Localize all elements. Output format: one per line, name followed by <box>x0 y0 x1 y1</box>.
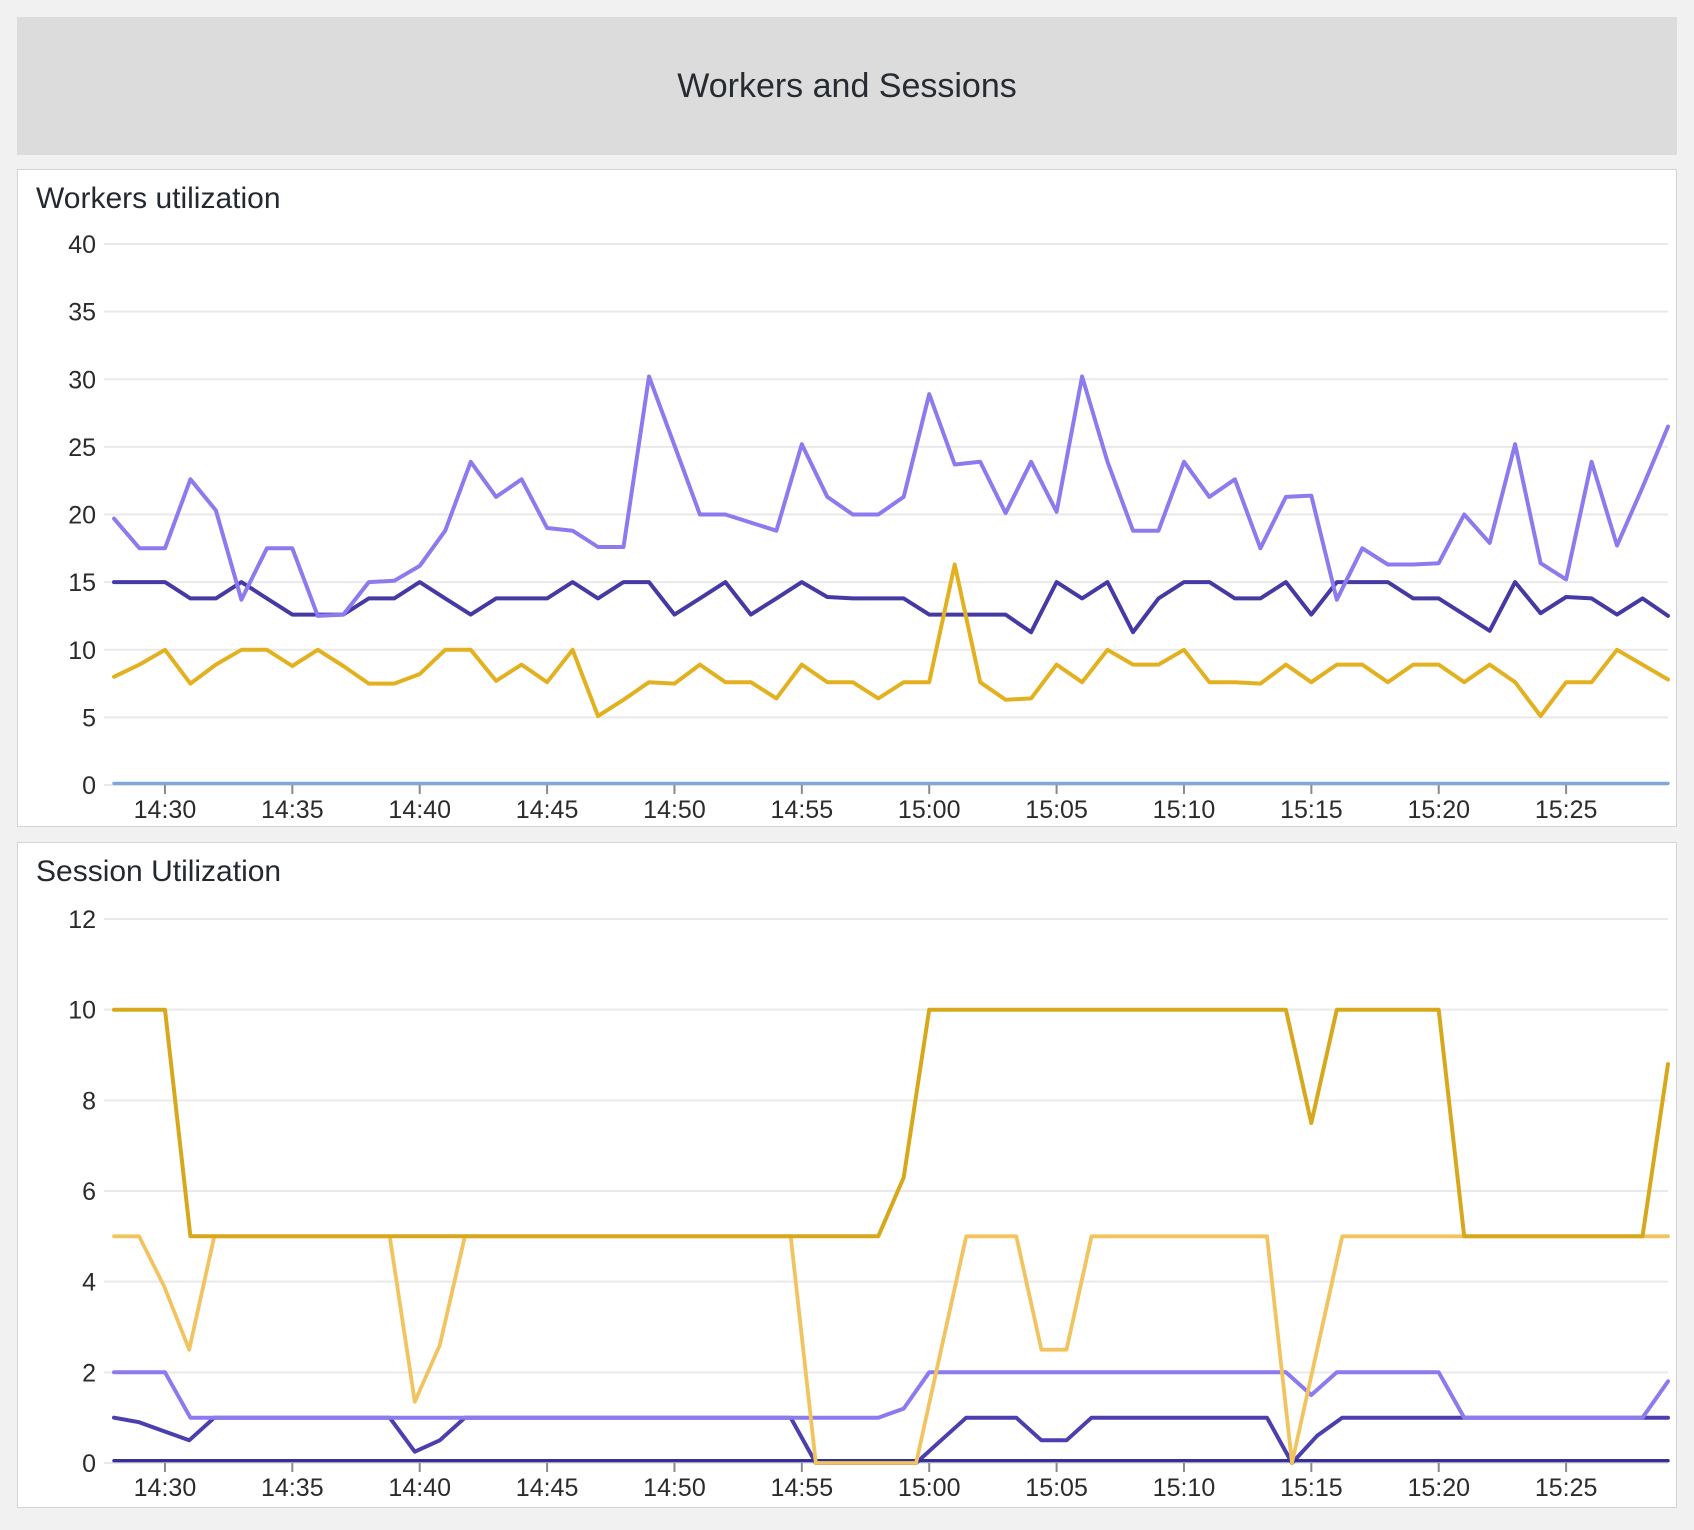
svg-text:15:25: 15:25 <box>1535 796 1598 824</box>
series-sessions-dark-purple <box>112 1415 1670 1465</box>
svg-text:14:35: 14:35 <box>261 1474 324 1502</box>
svg-text:15:15: 15:15 <box>1280 1474 1343 1502</box>
svg-text:14:55: 14:55 <box>771 796 834 824</box>
svg-text:14:45: 14:45 <box>516 796 579 824</box>
svg-text:14:50: 14:50 <box>643 1474 706 1502</box>
svg-text:2: 2 <box>82 1359 96 1387</box>
svg-text:10: 10 <box>68 997 96 1025</box>
dashboard-header: Workers and Sessions <box>17 17 1677 155</box>
svg-text:12: 12 <box>68 906 96 934</box>
svg-text:15:10: 15:10 <box>1153 796 1216 824</box>
svg-text:14:40: 14:40 <box>388 1474 451 1502</box>
svg-text:0: 0 <box>82 772 96 800</box>
series-sessions-dark-gold <box>112 1007 1670 1239</box>
svg-text:40: 40 <box>68 231 96 259</box>
session-utilization-chart[interactable]: 0 2 4 6 8 10 12 14:30 14:35 14:40 14:45 14:50 14:55 1… <box>18 893 1676 1507</box>
svg-text:35: 35 <box>68 299 96 327</box>
session-utilization-title: Session Utilization <box>36 855 282 888</box>
svg-text:15:20: 15:20 <box>1407 1474 1470 1502</box>
svg-text:5: 5 <box>82 704 96 732</box>
series-workers-gold <box>112 562 1670 718</box>
svg-text:25: 25 <box>68 434 96 462</box>
svg-text:15:20: 15:20 <box>1407 796 1470 824</box>
svg-text:15:05: 15:05 <box>1025 1474 1088 1502</box>
svg-text:14:55: 14:55 <box>771 1474 834 1502</box>
svg-text:6: 6 <box>82 1178 96 1206</box>
svg-text:4: 4 <box>82 1269 96 1297</box>
svg-text:14:35: 14:35 <box>261 796 324 824</box>
svg-text:14:40: 14:40 <box>388 796 451 824</box>
svg-text:30: 30 <box>68 366 96 394</box>
workers-utilization-chart[interactable]: 0 5 10 15 20 25 30 35 40 14:30 14:35 14:40 14:45 14:5… <box>18 220 1676 826</box>
svg-text:15:05: 15:05 <box>1025 796 1088 824</box>
svg-text:14:30: 14:30 <box>134 1474 197 1502</box>
panel-session-utilization: Session Utilization 0 2 4 6 8 10 12 14:30 14:35 1… <box>17 842 1677 1508</box>
svg-text:15:00: 15:00 <box>898 796 961 824</box>
svg-text:14:45: 14:45 <box>516 1474 579 1502</box>
svg-text:15:00: 15:00 <box>898 1474 961 1502</box>
svg-text:8: 8 <box>82 1087 96 1115</box>
series-workers-busy-light-purple <box>112 374 1670 618</box>
svg-text:15:15: 15:15 <box>1280 796 1343 824</box>
series-workers-total-dark-purple <box>112 580 1670 635</box>
svg-text:14:30: 14:30 <box>134 796 197 824</box>
dashboard-title: Workers and Sessions <box>677 66 1017 105</box>
svg-text:10: 10 <box>68 637 96 665</box>
svg-text:14:50: 14:50 <box>643 796 706 824</box>
svg-text:15:10: 15:10 <box>1153 1474 1216 1502</box>
svg-text:20: 20 <box>68 502 96 530</box>
series-sessions-light-gold <box>112 1234 1670 1465</box>
panel-workers-utilization: Workers utilization 0 5 10 15 20 25 30 35 40 14:3… <box>17 169 1677 827</box>
svg-text:15: 15 <box>68 569 96 597</box>
svg-text:0: 0 <box>82 1450 96 1478</box>
svg-text:15:25: 15:25 <box>1535 1474 1598 1502</box>
workers-utilization-title: Workers utilization <box>36 182 281 215</box>
series-sessions-light-purple <box>112 1370 1670 1420</box>
